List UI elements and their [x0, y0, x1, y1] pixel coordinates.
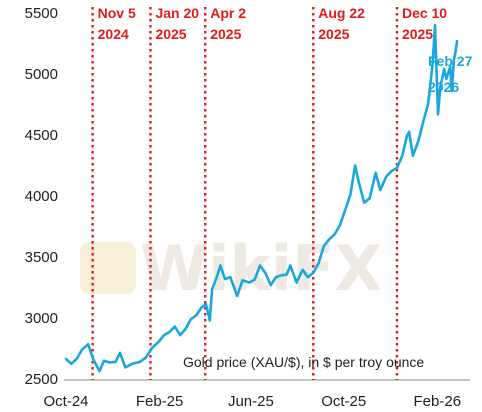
- end-label-year: 2026: [428, 79, 459, 95]
- y-tick-label: 4000: [25, 188, 58, 205]
- event-label-date: Jan 20: [155, 5, 199, 21]
- end-label-date: Feb 27: [428, 53, 473, 69]
- x-tick-label: Jun-25: [228, 393, 274, 410]
- y-tick-label: 5000: [25, 66, 58, 83]
- x-axis-ticks: Oct-24 Feb-25 Jun-25 Oct-25 Feb-26: [43, 393, 461, 410]
- watermark-logo-badge: [80, 242, 136, 294]
- event-label-year: 2025: [155, 26, 186, 42]
- x-tick-label: Oct-24: [43, 393, 88, 410]
- x-tick-label: Feb-26: [414, 393, 462, 410]
- event-markers: Nov 5 2024 Jan 20 2025 Apr 2 2025 Aug 22 2025 De…: [91, 5, 447, 380]
- y-tick-label: 2500: [25, 371, 58, 388]
- event-label-year: 2025: [318, 26, 349, 42]
- y-tick-label: 3500: [25, 249, 58, 266]
- y-tick-label: 4500: [25, 127, 58, 144]
- y-tick-label: 3000: [25, 310, 58, 327]
- chart-annotation: Gold price (XAU/$), in $ per troy ounce: [183, 354, 424, 370]
- x-tick-label: Feb-25: [136, 393, 184, 410]
- event-label-date: Nov 5: [98, 5, 136, 21]
- event-label-date: Aug 22: [318, 5, 365, 21]
- x-tick-label: Oct-25: [321, 393, 366, 410]
- event-label-year: 2025: [402, 26, 433, 42]
- y-tick-label: 5500: [25, 5, 58, 22]
- event-label-year: 2025: [210, 26, 241, 42]
- watermark: WikiFX: [80, 232, 382, 305]
- event-label-date: Apr 2: [210, 5, 246, 21]
- gold-price-line: [64, 23, 459, 373]
- event-label-date: Dec 10: [402, 5, 447, 21]
- y-axis-ticks: 2500 3000 3500 4000 4500 5000 5500: [25, 5, 58, 388]
- event-label-year: 2024: [98, 26, 129, 42]
